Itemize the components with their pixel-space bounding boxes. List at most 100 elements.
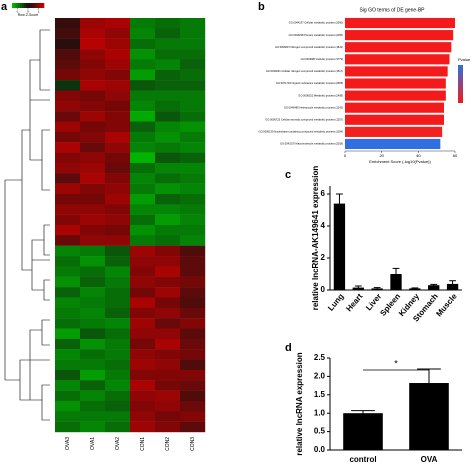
heatmap-cell	[180, 28, 206, 39]
heatmap-cell	[130, 307, 156, 319]
heatmap-cell	[105, 59, 131, 70]
heatmap-cell	[130, 256, 156, 267]
bar	[428, 285, 440, 290]
heatmap-cell	[80, 59, 106, 70]
heatmap-cell	[130, 173, 156, 184]
heatmap-cell	[180, 369, 206, 381]
heatmap-cell	[105, 256, 131, 267]
y-tick-label: 0.0	[314, 445, 326, 454]
heatmap-cell	[105, 400, 131, 412]
x-tick-label: 20	[379, 153, 384, 158]
heatmap-cell	[155, 100, 181, 112]
heatmap-cell	[130, 266, 156, 277]
heatmap-cell	[105, 349, 131, 360]
heatmap-cell	[55, 318, 81, 329]
heatmap-cell	[180, 349, 206, 360]
heatmap-cell	[105, 49, 131, 60]
heatmap-cell	[155, 152, 181, 164]
heatmap-cell	[155, 80, 181, 91]
column-label: OVA2	[115, 437, 121, 450]
y-tick-label: 4	[321, 221, 326, 230]
heatmap-cell	[55, 421, 81, 433]
heatmap-cell	[180, 152, 206, 164]
heatmap-cell	[105, 276, 131, 288]
heatmap-cell	[155, 411, 181, 422]
heatmap-cell	[55, 276, 81, 288]
heatmap-cell	[80, 131, 106, 143]
color-key-swatch	[38, 3, 41, 8]
heatmap-cell	[130, 421, 156, 433]
heatmap-cell	[130, 152, 156, 164]
bar	[343, 413, 383, 450]
heatmap-cell	[130, 245, 156, 257]
heatmap-cell	[155, 235, 181, 246]
bar	[345, 126, 443, 137]
heatmap-cell	[155, 328, 181, 340]
column-label: CON2	[165, 437, 171, 451]
heatmap-cell	[80, 142, 106, 153]
heatmap-cell	[55, 390, 81, 402]
heatmap-cell	[80, 245, 106, 257]
heatmap-cell	[180, 18, 206, 29]
heatmap-cell	[180, 318, 206, 329]
y-tick-label: GO:0006725 Cellular aromatic compound me…	[265, 117, 343, 121]
heatmap-cell	[55, 297, 81, 308]
heatmap-cell	[105, 390, 131, 402]
heatmap-cell	[80, 204, 106, 215]
heatmap-cell	[55, 173, 81, 184]
y-tick-label: GO:0006807 Nitrogen compound metabolic p…	[275, 45, 343, 49]
legend-title: Pvalue	[458, 57, 471, 62]
heatmap-cell	[55, 369, 81, 381]
heatmap-cell	[130, 28, 156, 39]
heatmap-cell	[180, 121, 206, 133]
heatmap-cell	[155, 245, 181, 257]
heatmap-cell	[130, 131, 156, 143]
y-tick-label: GO:0008152 Metabolic process (2408)	[298, 93, 343, 97]
heatmap-cell	[105, 69, 131, 81]
heatmap-cell	[180, 90, 206, 101]
heatmap-cell	[180, 173, 206, 184]
heatmap-cell	[55, 111, 81, 122]
heatmap-cell	[130, 100, 156, 112]
heatmap-cell	[80, 214, 106, 226]
heatmap-cell	[130, 287, 156, 298]
heatmap-cell	[105, 38, 131, 50]
column-label: CON3	[190, 437, 196, 451]
heatmap-cell	[130, 59, 156, 70]
heatmap-cell	[180, 80, 206, 91]
x-axis-label: Enrichment Score (-log10(Pvalue))	[369, 159, 431, 164]
heatmap-cell	[105, 90, 131, 101]
heatmap-cell	[80, 411, 106, 422]
heatmap-cell	[155, 28, 181, 39]
heatmap-cell	[80, 380, 106, 391]
y-tick-label: 6	[321, 189, 326, 198]
heatmap-cell	[80, 338, 106, 350]
heatmap-cell	[130, 411, 156, 422]
heatmap-cell	[180, 338, 206, 350]
bar	[345, 54, 450, 65]
heatmap-cell	[130, 142, 156, 153]
heatmap-cell	[105, 328, 131, 340]
heatmap-cell	[80, 328, 106, 340]
heatmap-cell	[105, 338, 131, 350]
heatmap-cell	[180, 162, 206, 174]
panel-label: c	[285, 169, 291, 181]
color-key-swatch	[40, 3, 43, 8]
x-tick-label: control	[349, 455, 376, 464]
heatmap-cell	[155, 318, 181, 329]
color-key-swatch	[24, 3, 27, 8]
heatmap-cell	[105, 266, 131, 277]
heatmap-cell	[130, 193, 156, 205]
heatmap-cell	[80, 121, 106, 133]
heatmap-cell	[80, 390, 106, 402]
x-tick-label: Lung	[326, 292, 346, 313]
heatmap-cell	[55, 152, 81, 164]
heatmap-cell	[155, 225, 181, 236]
x-tick-label: 0	[344, 153, 347, 158]
heatmap-cell	[105, 173, 131, 184]
heatmap-cell	[180, 256, 206, 267]
heatmap-cell	[80, 266, 106, 277]
y-axis-label: relative lncRNA-AK149641 expression	[311, 166, 320, 311]
color-key-swatch	[36, 3, 39, 8]
bar	[345, 42, 452, 53]
